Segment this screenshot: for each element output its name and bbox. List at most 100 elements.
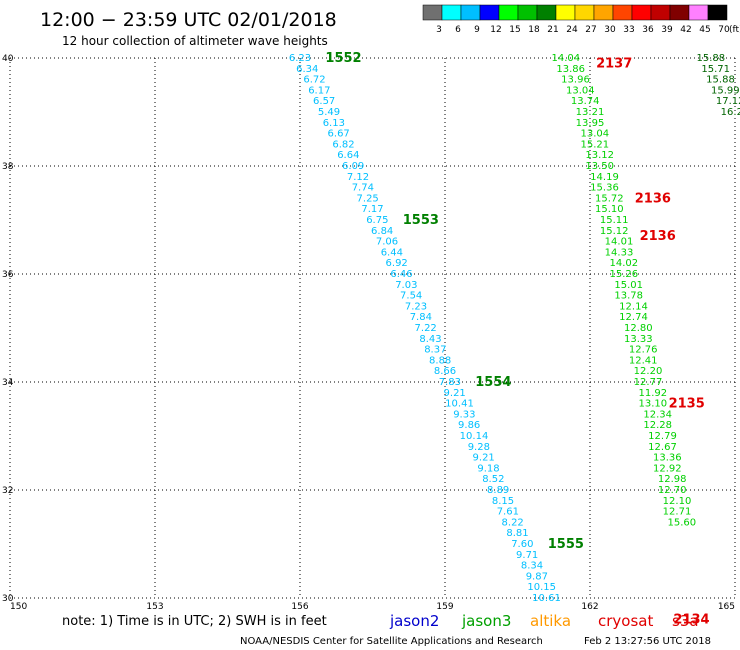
jason2-wave-height-label: 7.54 (400, 291, 422, 302)
jason2-wave-height-label: 9.18 (477, 463, 499, 474)
jason2-wave-height-label: 7.60 (511, 539, 533, 550)
satellite-s3a: s3a (672, 612, 699, 630)
colorbar-tick-label: 36 (642, 25, 654, 35)
jason3-wave-height-label: 12.70 (658, 485, 687, 496)
jason3-wave-height-label: 13.95 (576, 118, 605, 129)
pass-labels: 1552155315541555213721362136213521341842… (325, 51, 709, 628)
jason2-wave-height-label: 9.28 (468, 442, 490, 453)
colorbar-tick-label: 21 (547, 25, 558, 35)
colorbar-swatch (707, 4, 728, 21)
colorbar-tick-label: 70 (718, 25, 730, 35)
jason2-wave-height-label: 10.61 (532, 593, 561, 604)
jason2-wave-height-label: 7.61 (497, 507, 519, 518)
jason3-wave-height-label: 15.21 (581, 139, 610, 150)
colorbar-tick-label: 24 (566, 25, 578, 35)
jason2-wave-height-label: 7.84 (410, 312, 432, 323)
colorbar-swatch (669, 4, 690, 21)
jason2-wave-height-label: 8.43 (419, 334, 441, 345)
jason3-wave-height-label: 13.33 (624, 334, 653, 345)
jason2-wave-height-label: 10.15 (527, 582, 556, 593)
footer-note: note: 1) Time is in UTC; 2) SWH is in fe… (62, 614, 327, 629)
jason2-wave-height-label: 7.03 (395, 280, 417, 291)
colorbar-swatch (479, 4, 500, 21)
jason2-wave-height-label: 8.52 (482, 474, 504, 485)
grid (9, 57, 736, 599)
x-tick-label: 150 (10, 602, 27, 612)
satellite-cryosat: cryosat (598, 612, 653, 630)
jason2-wave-height-label: 8.37 (424, 345, 446, 356)
pass-number-label: 1554 (475, 375, 511, 390)
jason2-wave-height-label: 7.12 (347, 172, 369, 183)
colorbar-tick-label: 12 (490, 25, 501, 35)
y-tick-label: 38 (2, 162, 14, 172)
jason3-wave-height-label: 13.12 (585, 150, 614, 161)
jason2-wave-height-label: 7.83 (439, 377, 461, 388)
colorbar-swatch (422, 4, 443, 21)
jason3-wave-height-label: 14.01 (605, 237, 634, 248)
jason3-wave-height-label: 12.74 (619, 312, 648, 323)
jason3-wave-height-label: 12.10 (663, 496, 692, 507)
jason3-wave-height-label: 12.71 (663, 507, 692, 518)
colorbar-tick-label: 39 (661, 25, 673, 35)
jason2-wave-height-label: 9.87 (526, 571, 548, 582)
jason3-wave-height-label: 15.36 (590, 183, 619, 194)
colorbar-swatch (517, 4, 538, 21)
jason3-wave-height-label: 14.33 (605, 247, 634, 258)
jason2-wave-height-label: 10.14 (460, 431, 489, 442)
y-tick-label: 40 (2, 54, 14, 64)
jason2-wave-height-label: 9.33 (453, 409, 475, 420)
jason2-wave-height-label: 9.21 (473, 453, 495, 464)
colorbar-tick-label: 42 (680, 25, 691, 35)
jason2-wave-height-label: 6.34 (296, 64, 318, 75)
jason3-wave-height-label: 13.50 (585, 161, 614, 172)
colorbar-unit: (ft) (729, 25, 740, 35)
jason2-wave-height-label: 6.84 (371, 226, 393, 237)
jason2-wave-height-label: 7.74 (352, 183, 374, 194)
x-tick-label: 153 (146, 602, 163, 612)
colorbar-tick-label: 3 (436, 25, 442, 35)
jason2-wave-height-label: 5.49 (318, 107, 340, 118)
jason3-wave-height-label: 13.10 (639, 399, 668, 410)
pass-number-label: 1552 (325, 51, 361, 66)
jason2-wave-height-label: 9.71 (516, 550, 538, 561)
pass-number-label: 2135 (669, 397, 705, 412)
chart-title: 12:00 − 23:59 UTC 02/01/2018 (40, 9, 337, 31)
jason3-wave-height-label: 11.92 (639, 388, 668, 399)
altika-wave-height-label: 15.99 (711, 85, 740, 96)
jason3-wave-height-label: 15.12 (600, 226, 629, 237)
colorbar-swatch (441, 4, 462, 21)
colorbar-tick-label: 45 (699, 25, 710, 35)
colorbar-tick-label: 6 (455, 25, 461, 35)
y-tick-label: 32 (2, 486, 13, 496)
jason2-wave-height-label: 6.72 (303, 75, 325, 86)
colorbar-tick-label: 15 (509, 25, 520, 35)
jason3-wave-height-label: 13.21 (576, 107, 605, 118)
colorbar-tick-label: 33 (623, 25, 634, 35)
jason3-wave-height-label: 12.76 (629, 345, 658, 356)
jason2-wave-height-label: 6.75 (366, 215, 388, 226)
data-points: 6.236.346.726.176.575.496.136.676.826.64… (289, 53, 740, 604)
jason3-wave-height-label: 13.04 (581, 129, 610, 140)
jason3-wave-height-label: 15.60 (668, 517, 697, 528)
altika-wave-height-label: 15.88 (706, 75, 735, 86)
footer-credit: NOAA/NESDIS Center for Satellite Applica… (240, 636, 543, 647)
axis-ticks: 150 153 156 159 162 165 40 38 36 34 32 30 (2, 54, 735, 612)
jason3-wave-height-label: 13.74 (571, 96, 600, 107)
pass-number-label: 2137 (596, 56, 632, 71)
jason3-wave-height-label: 14.04 (552, 53, 581, 64)
jason3-wave-height-label: 15.10 (595, 204, 624, 215)
jason3-wave-height-label: 12.79 (648, 431, 677, 442)
jason3-wave-height-label: 12.80 (624, 323, 653, 334)
jason2-wave-height-label: 8.15 (492, 496, 514, 507)
colorbar-tick-label: 18 (528, 25, 540, 35)
jason2-wave-height-label: 7.23 (405, 301, 427, 312)
jason2-wave-height-label: 7.25 (357, 193, 379, 204)
jason3-wave-height-label: 15.72 (595, 193, 624, 204)
jason2-wave-height-label: 6.23 (289, 53, 311, 64)
pass-number-label: 2136 (635, 191, 671, 206)
footer-timestamp: Feb 2 13:27:56 UTC 2018 (584, 636, 711, 647)
jason2-wave-height-label: 8.89 (487, 485, 509, 496)
colorbar-swatch (631, 4, 652, 21)
